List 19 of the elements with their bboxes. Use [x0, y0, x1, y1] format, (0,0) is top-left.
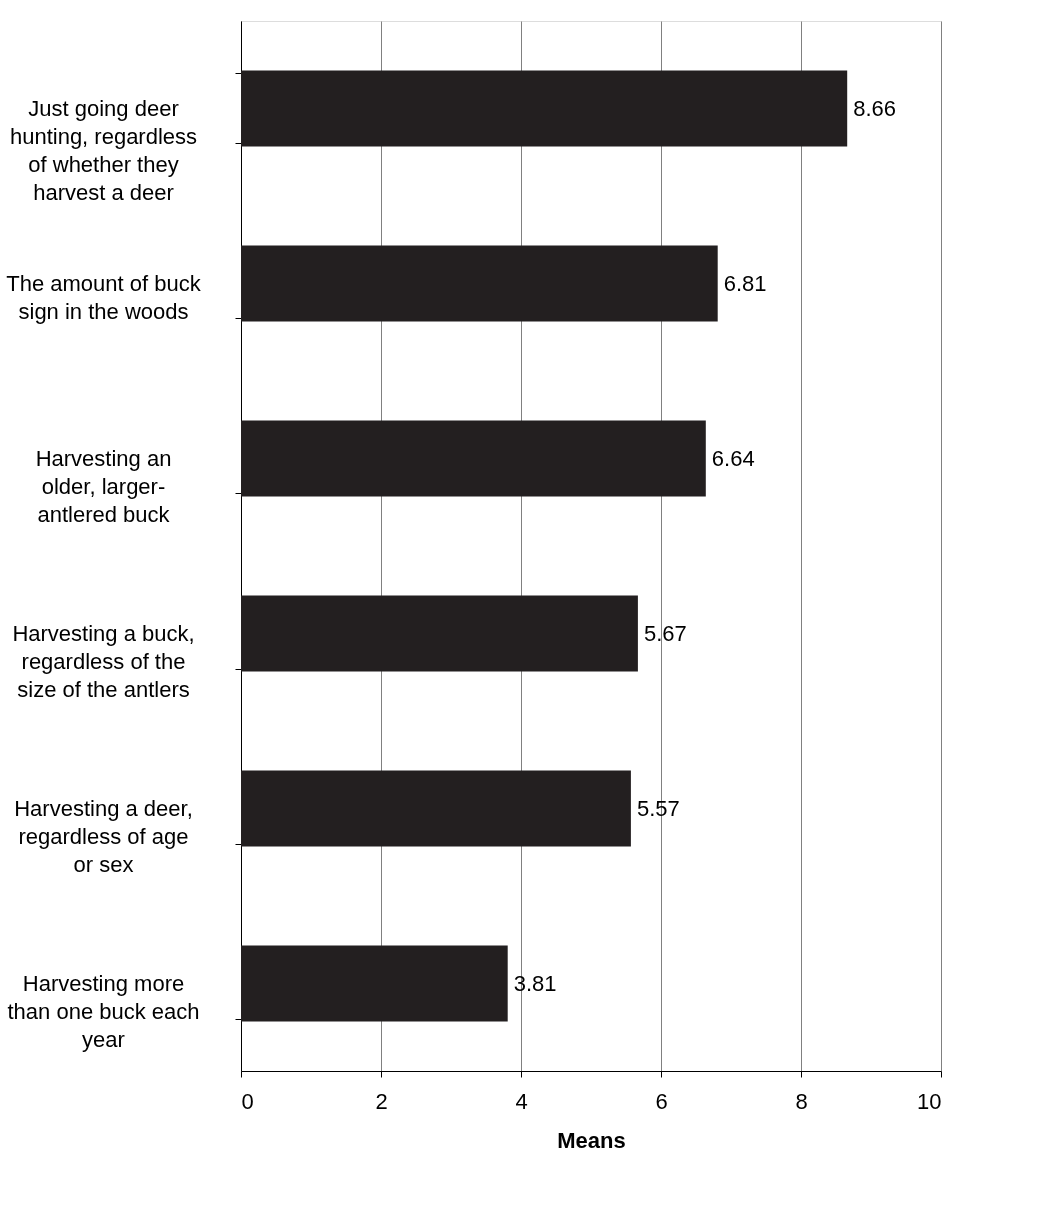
y-tick-label: Harvesting more than one buck each year: [7, 971, 200, 1052]
data-label: 8.66: [853, 95, 897, 121]
y-tick-label: Harvesting a deer, regardless of age or sex: [14, 796, 193, 877]
y-tick-label: The amount of buck sign in the woods: [6, 271, 202, 324]
data-label: 5.67: [643, 620, 687, 646]
x-tick-label: 2: [375, 1088, 388, 1114]
data-label: 5.57: [636, 795, 680, 821]
y-tick-label: Just going deer hunting, regardless of whether they harvest a deer: [9, 96, 198, 205]
x-tick-label: 6: [655, 1088, 668, 1114]
data-label: 6.64: [711, 445, 755, 471]
data-label: 3.81: [513, 970, 557, 996]
data-label: 6.81: [723, 270, 767, 296]
y-tick-label: Harvesting a buck, regardless of the size of the antlers: [12, 621, 195, 702]
x-tick-label: 4: [515, 1088, 528, 1114]
y-tick-label: Harvesting an older, larger-antlered buck: [35, 446, 172, 527]
x-axis-title: Means: [557, 1127, 626, 1153]
x-tick-label: 8: [795, 1088, 808, 1114]
x-tick-label: 10: [917, 1088, 942, 1114]
x-tick-label: 0: [241, 1088, 254, 1114]
